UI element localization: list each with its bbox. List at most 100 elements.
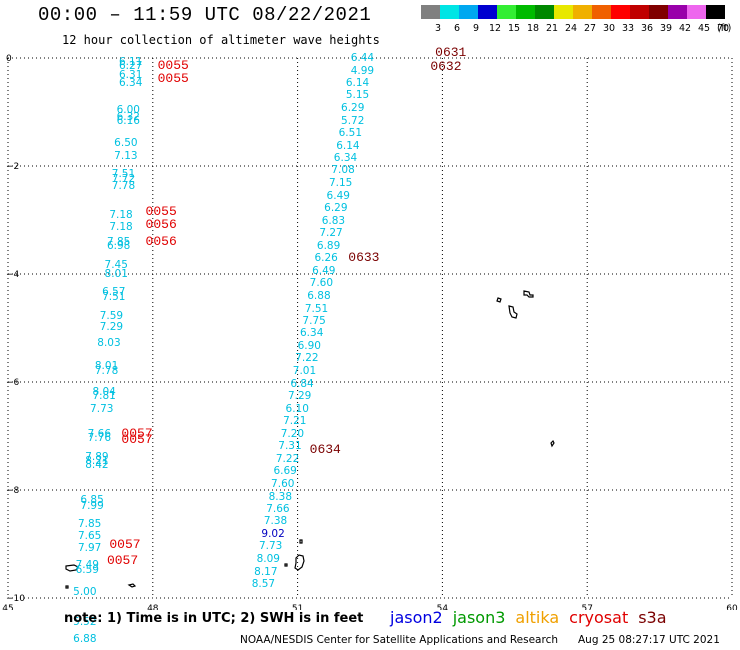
legend-swatch xyxy=(478,5,497,19)
legend-swatch xyxy=(573,5,592,19)
swh-value-label: 7.76 xyxy=(87,432,112,445)
cryosat-time-label: 0055 xyxy=(157,70,189,86)
legend-label: 24 xyxy=(565,23,577,34)
x-tick-label: 45 xyxy=(2,604,13,610)
x-tick-label: 48 xyxy=(147,604,159,610)
legend-swatch xyxy=(497,5,516,19)
swh-value-label: 7.49 xyxy=(75,558,99,571)
swh-value-label: 6.34 xyxy=(300,327,324,340)
legend-label: 36 xyxy=(641,23,653,34)
satellite-jason3-label: jason3 xyxy=(452,608,506,627)
swh-value-label: 5.15 xyxy=(345,89,370,102)
swh-value-label: 7.27 xyxy=(319,227,343,240)
swh-value-label: 7.20 xyxy=(280,427,305,440)
satellite-legend: jason2 jason3 altika cryosat s3a xyxy=(390,608,677,627)
legend-swatch xyxy=(516,5,535,19)
swh-value-label: 7.97 xyxy=(77,542,102,555)
legend-label: 6 xyxy=(454,23,460,34)
island-outline xyxy=(508,305,518,319)
altimeter-map: 45 48 51 54 57 60 0 −2 −4 −6 −8 −10 xyxy=(2,54,738,610)
swh-value-label: 7.89 xyxy=(85,450,109,463)
swh-value-label: 7.78 xyxy=(111,179,136,192)
swh-value-label: 6.83 xyxy=(321,214,346,227)
island-outline xyxy=(65,585,69,589)
swh-value-label: 6.49 xyxy=(312,264,336,277)
swh-value-label: 7.73 xyxy=(90,403,114,416)
satellite-altika-label: altika xyxy=(515,608,560,627)
chart-title: 00:00 – 11:59 UTC 08/22/2021 xyxy=(38,4,372,26)
swh-value-label: 6.00 xyxy=(116,103,140,116)
swh-value-label: 7.78 xyxy=(94,365,119,378)
cryosat-time-label: 0057 xyxy=(109,537,141,553)
cryosat-time-label: 0056 xyxy=(145,233,177,249)
swh-value-label: 7.31 xyxy=(278,440,302,453)
island-outline xyxy=(523,290,534,298)
island-outline xyxy=(550,439,555,448)
legend-label: 27 xyxy=(584,23,596,34)
swh-value-label: 6.14 xyxy=(345,76,370,89)
swh-value-label: 6.88 xyxy=(307,289,331,302)
s3a-time-label: 0631 xyxy=(435,45,467,61)
legend-swatch xyxy=(611,5,630,19)
x-tick-label: 51 xyxy=(292,604,303,610)
swh-value-label: 4.99 xyxy=(350,64,375,77)
legend-swatch xyxy=(459,5,478,19)
cryosat-time-label: 0055 xyxy=(145,204,177,220)
swh-value-label: 7.75 xyxy=(302,315,326,328)
satellite-jason2-label: jason2 xyxy=(390,608,443,627)
swh-value-label: 6.14 xyxy=(336,139,360,152)
swh-value-label: 7.99 xyxy=(80,500,104,513)
y-tick-label: 0 xyxy=(6,54,12,64)
timestamp-text: Aug 25 08:27:17 UTC 2021 xyxy=(578,634,720,646)
legend-label: 18 xyxy=(527,23,539,34)
credit-text: NOAA/NESDIS Center for Satellite Applica… xyxy=(240,634,558,646)
legend-swatch xyxy=(706,5,725,19)
swh-value-label: 7.73 xyxy=(258,540,283,553)
y-tick-label: −2 xyxy=(6,162,19,172)
swh-value-label: 7.22 xyxy=(275,452,300,465)
cryosat-time-label: 0055 xyxy=(157,58,189,74)
swh-value-label: 7.81 xyxy=(92,390,116,403)
s3a-time-label: 0634 xyxy=(309,442,341,458)
swh-value-label: 5.72 xyxy=(341,114,365,127)
swh-value-label: 8.03 xyxy=(97,337,121,350)
island-outline xyxy=(127,583,137,588)
y-tick-label: −10 xyxy=(6,594,25,604)
island-outline xyxy=(294,554,305,571)
legend-label: 15 xyxy=(508,23,520,34)
legend-label: 21 xyxy=(546,23,558,34)
swh-value-label: 6.59 xyxy=(75,564,99,576)
swh-value-label: 7.18 xyxy=(109,208,133,221)
swh-value-label: 6.84 xyxy=(290,377,314,390)
chart-subtitle: 12 hour collection of altimeter wave hei… xyxy=(62,33,380,47)
legend-swatch xyxy=(687,5,706,19)
swh-value-label: 7.01 xyxy=(292,365,317,378)
swh-value-label: 6.50 xyxy=(114,137,138,150)
swh-value-label: 7.29 xyxy=(99,321,124,333)
x-tick-label: 54 xyxy=(437,604,449,610)
swh-value-label: 6.16 xyxy=(116,114,140,127)
swh-value-label: 7.38 xyxy=(263,515,288,528)
legend-label: 45 xyxy=(698,23,710,34)
swh-value-label: 6.32 xyxy=(116,111,140,124)
legend-swatch xyxy=(668,5,687,19)
swh-value-label: 8.57 xyxy=(251,578,276,591)
legend-label: 70 xyxy=(717,23,729,34)
swh-value-label: 8.01 xyxy=(94,359,119,372)
swh-value-label: 7.51 xyxy=(102,290,126,303)
swh-value-label: 8.17 xyxy=(254,565,278,578)
swh-value-label: 7.21 xyxy=(283,414,307,427)
swh-value-label: 7.18 xyxy=(109,221,133,234)
swh-value-label: 6.34 xyxy=(119,76,143,89)
swh-value-label: 8.38 xyxy=(268,490,293,503)
swh-value-label: 7.66 xyxy=(87,427,112,440)
legend-swatch xyxy=(440,5,459,19)
legend-label: 3 xyxy=(435,23,441,34)
legend-label: 42 xyxy=(679,23,691,34)
swh-value-label: 6.11 xyxy=(119,56,143,69)
s3a-time-label: 0633 xyxy=(348,249,380,265)
swh-value-label: 9.02 xyxy=(261,527,285,540)
legend-label: 30 xyxy=(603,23,615,34)
swh-value-label: 6.88 xyxy=(73,632,97,645)
swh-value-label: 6.69 xyxy=(273,465,297,478)
